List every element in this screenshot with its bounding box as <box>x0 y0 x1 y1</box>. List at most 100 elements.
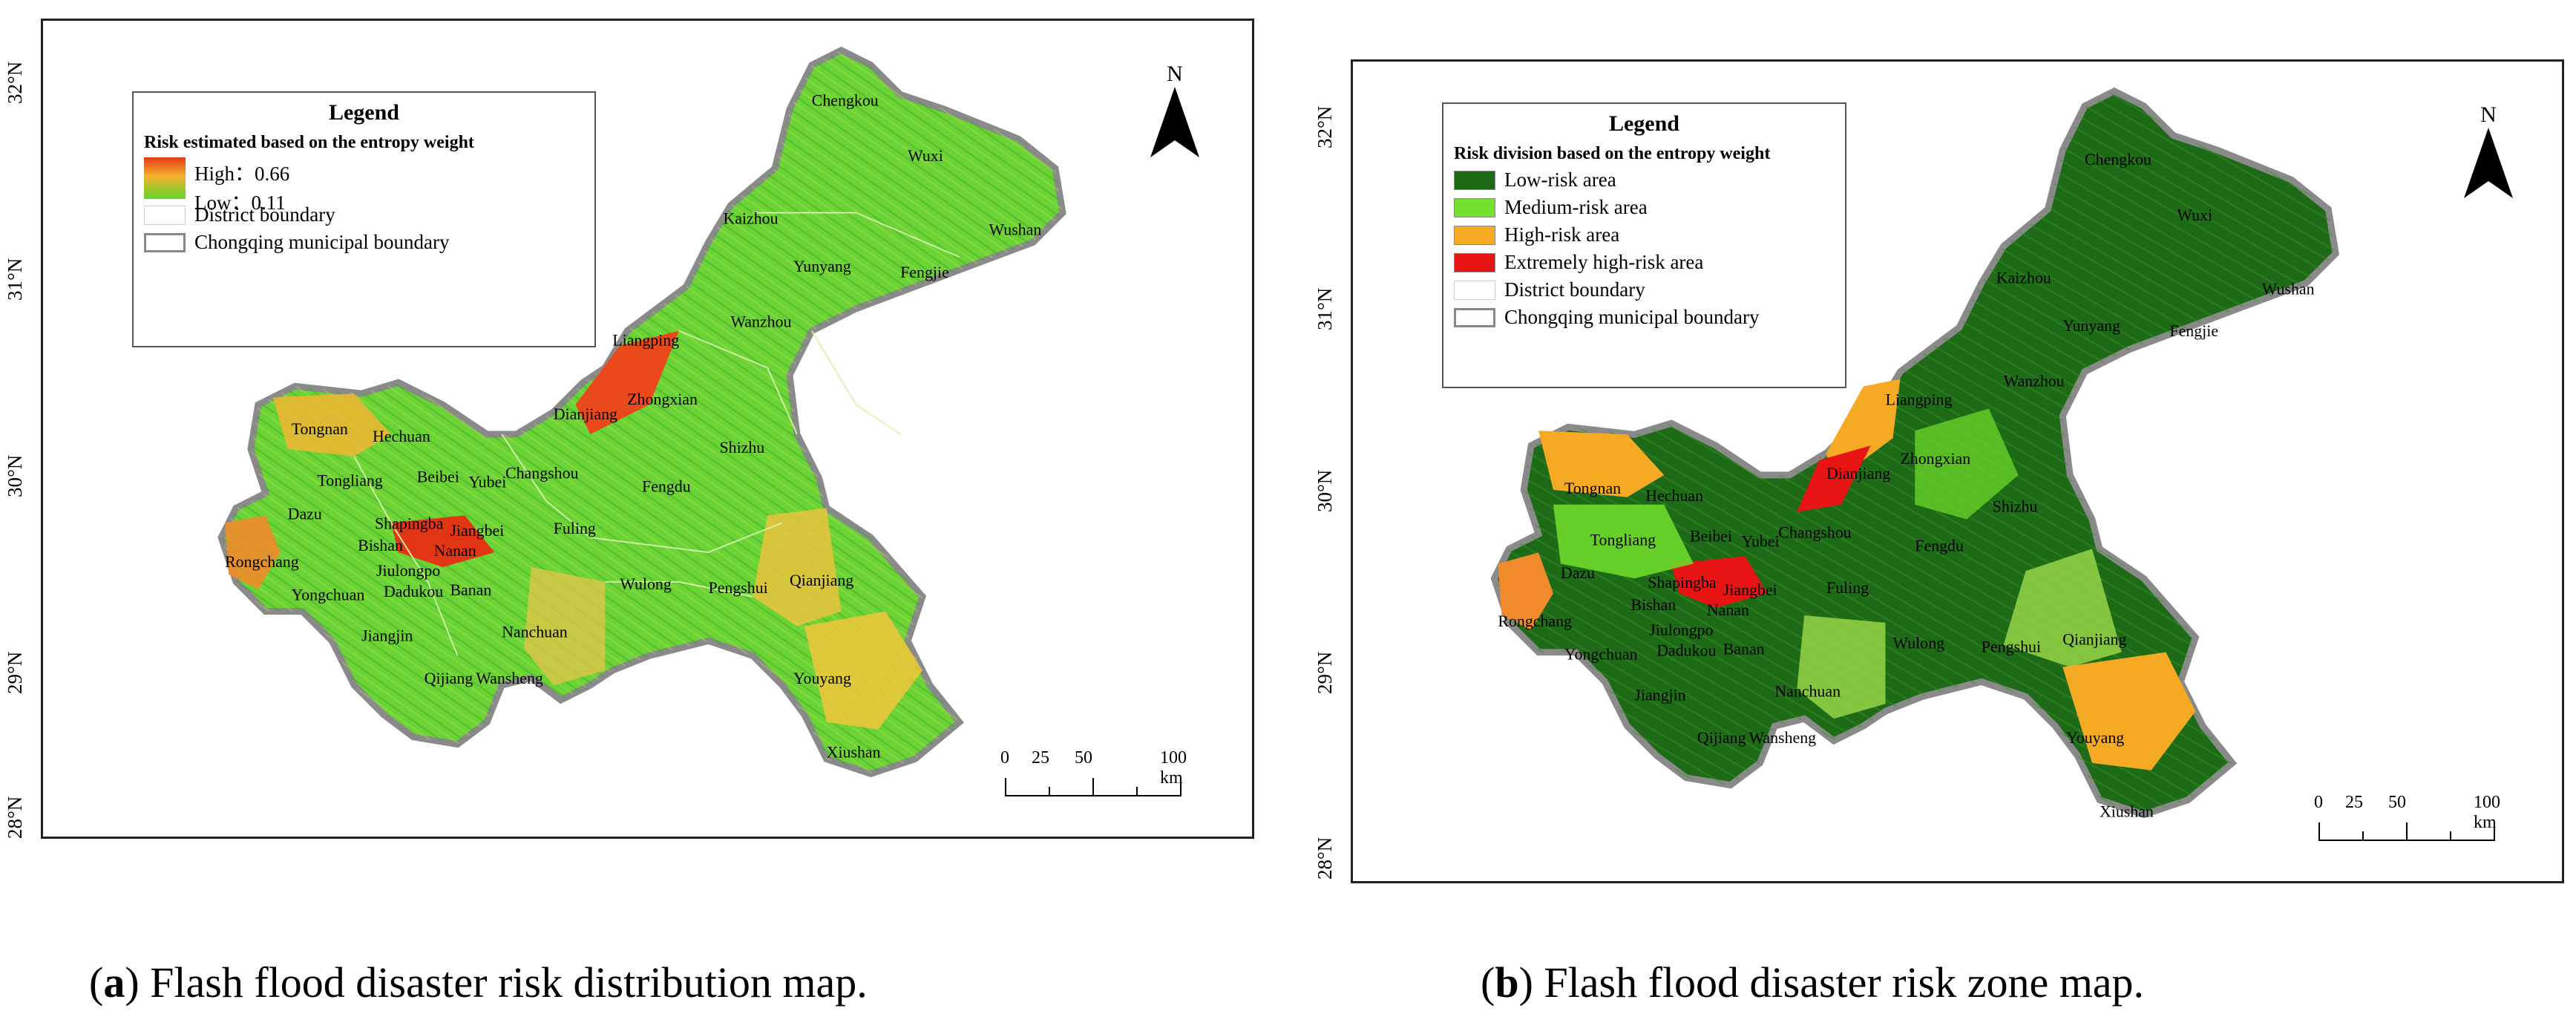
high-risk-label: High-risk area <box>1504 223 1620 246</box>
legend-district-row: District boundary <box>144 203 594 226</box>
district-boundaries <box>353 212 960 656</box>
risk-gradient-swatch <box>144 157 186 199</box>
scale-bar-graphic <box>1005 778 1182 796</box>
legend-medium-risk-row: Medium-risk area <box>1454 196 1845 219</box>
svg-text:Zhongxian: Zhongxian <box>627 390 698 408</box>
svg-text:Nanan: Nanan <box>434 542 476 560</box>
legend-municipal-row: Chongqing municipal boundary <box>1454 306 1845 329</box>
svg-text:Shapingba: Shapingba <box>1648 574 1717 592</box>
svg-text:Beibei: Beibei <box>417 468 459 486</box>
north-arrow-a: N <box>1149 62 1201 167</box>
svg-text:Zhongxian: Zhongxian <box>1900 450 1970 468</box>
svg-text:Pengshui: Pengshui <box>709 579 768 597</box>
svg-text:Dazu: Dazu <box>1561 564 1595 582</box>
svg-text:Wansheng: Wansheng <box>1749 729 1817 747</box>
map-panel-b: Chengkou Wuxi Kaizhou Wushan Yunyang Fen… <box>1351 59 2564 883</box>
municipal-boundary-swatch <box>144 232 186 252</box>
svg-text:Tongliang: Tongliang <box>1590 531 1656 549</box>
scale-label-25: 25 <box>1032 748 1049 768</box>
svg-text:Dadukou: Dadukou <box>1656 642 1716 660</box>
svg-text:Bishan: Bishan <box>1631 596 1676 614</box>
north-arrow-b: N <box>2462 102 2514 208</box>
lat-label-b-32: 32°N <box>1314 105 1336 148</box>
svg-text:Wanzhou: Wanzhou <box>2004 373 2065 390</box>
north-label: N <box>1167 62 1183 86</box>
svg-text:Xiushan: Xiushan <box>827 744 881 762</box>
svg-text:Beibei: Beibei <box>1690 527 1732 545</box>
svg-text:Wuxi: Wuxi <box>908 147 943 165</box>
caption-b-text: Flash flood disaster risk zone map. <box>1533 958 2145 1007</box>
low-risk-label: Low-risk area <box>1504 168 1616 191</box>
caption-b: (b) Flash flood disaster risk zone map. <box>1481 958 2145 1007</box>
svg-text:Hechuan: Hechuan <box>1645 487 1703 505</box>
lat-label-a-29: 29°N <box>4 651 26 694</box>
svg-text:Yongchuan: Yongchuan <box>1564 646 1638 664</box>
svg-text:Dianjiang: Dianjiang <box>554 405 617 423</box>
svg-text:Tongnan: Tongnan <box>1564 480 1621 497</box>
svg-text:Rongchang: Rongchang <box>225 553 299 571</box>
scale-label-50: 50 <box>1075 748 1092 768</box>
scale-bar-a: 0 25 50 100 km <box>1000 748 1201 800</box>
svg-text:Nanan: Nanan <box>1707 601 1749 619</box>
svg-text:Yunyang: Yunyang <box>2062 317 2120 335</box>
svg-text:Yongchuan: Yongchuan <box>292 586 365 604</box>
extreme-risk-swatch <box>1454 252 1495 272</box>
caption-b-letter: b <box>1495 958 1519 1007</box>
svg-text:Liangping: Liangping <box>612 332 679 350</box>
svg-text:Qianjiang: Qianjiang <box>790 572 853 589</box>
legend-high-risk-row: High-risk area <box>1454 223 1845 246</box>
municipal-boundary-label: Chongqing municipal boundary <box>1504 306 1760 328</box>
lat-label-b-29: 29°N <box>1314 651 1336 694</box>
legend-district-row: District boundary <box>1454 278 1845 301</box>
district-boundary-label: District boundary <box>1504 278 1645 301</box>
medium-risk-swatch <box>1454 197 1495 217</box>
lat-label-b-31: 31°N <box>1314 287 1336 330</box>
lat-label-a-31: 31°N <box>4 258 26 301</box>
lat-label-b-30: 30°N <box>1314 469 1336 512</box>
svg-text:Fengdu: Fengdu <box>642 478 691 496</box>
svg-text:Hechuan: Hechuan <box>373 428 430 445</box>
scale-label-50: 50 <box>2388 793 2406 812</box>
svg-text:Dadukou: Dadukou <box>384 583 443 601</box>
risk-zone-map: Chengkou Wuxi Kaizhou Wushan Yunyang Fen… <box>1490 87 2340 820</box>
svg-text:Banan: Banan <box>450 581 491 599</box>
low-risk-swatch <box>1454 170 1495 190</box>
svg-text:Bishan: Bishan <box>358 537 403 554</box>
scale-label-0: 0 <box>1000 748 1009 768</box>
svg-text:Kaizhou: Kaizhou <box>1996 269 2051 287</box>
svg-text:Liangping: Liangping <box>1886 390 1953 408</box>
svg-text:Chengkou: Chengkou <box>812 91 879 109</box>
district-boundary-swatch <box>1454 280 1495 300</box>
scale-bar-b: 0 25 50 100 km <box>2314 793 2514 845</box>
svg-text:Wushan: Wushan <box>989 220 1041 238</box>
svg-text:Tongliang: Tongliang <box>317 472 382 490</box>
place-labels-b: Chengkou Wuxi Kaizhou Wushan Yunyang Fen… <box>1498 151 2314 820</box>
svg-text:Banan: Banan <box>1723 641 1765 658</box>
legend-a: Legend Risk estimated based on the entro… <box>132 91 596 347</box>
legend-b: Legend Risk division based on the entrop… <box>1442 102 1846 388</box>
caption-a: (a) Flash flood disaster risk distributi… <box>89 958 868 1007</box>
svg-text:Xiushan: Xiushan <box>2100 802 2154 820</box>
svg-text:Fengjie: Fengjie <box>900 264 949 281</box>
risk-distribution-map: Chengkou Wuxi Kaizhou Wushan Yunyang Fen… <box>217 46 1066 778</box>
legend-subtitle: Risk division based on the entropy weigh… <box>1454 144 1771 163</box>
svg-text:Yunyang: Yunyang <box>793 258 851 275</box>
chongqing-zone-shape <box>1490 87 2340 819</box>
legend-gradient-row: High：0.66 Low：0.11 <box>144 157 594 214</box>
place-labels-a: Chengkou Wuxi Kaizhou Wushan Yunyang Fen… <box>225 91 1041 761</box>
svg-text:Shizhu: Shizhu <box>719 439 764 457</box>
scale-bar-graphic <box>2318 822 2495 841</box>
svg-text:Fuling: Fuling <box>1826 579 1869 597</box>
district-boundary-label: District boundary <box>194 203 335 226</box>
legend-municipal-row: Chongqing municipal boundary <box>144 231 594 254</box>
legend-high-label: High：0.66 <box>194 163 290 185</box>
lat-label-b-28: 28°N <box>1314 837 1336 880</box>
scale-label-100: 100 km <box>2474 793 2500 832</box>
legend-low-risk-row: Low-risk area <box>1454 168 1845 192</box>
svg-text:Nanchuan: Nanchuan <box>1774 682 1841 700</box>
svg-text:Yubei: Yubei <box>1742 532 1780 550</box>
svg-text:Qianjiang: Qianjiang <box>2062 631 2126 649</box>
svg-text:Jiangbei: Jiangbei <box>450 522 504 540</box>
scale-label-100: 100 km <box>1160 748 1187 788</box>
svg-text:Yubei: Yubei <box>468 474 506 491</box>
